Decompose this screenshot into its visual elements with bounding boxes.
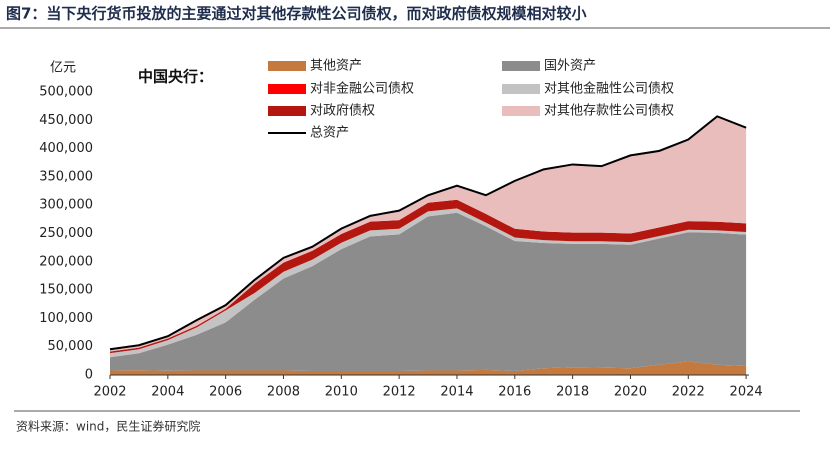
- y-tick-label: 50,000: [48, 339, 94, 354]
- y-tick-label: 300,000: [39, 198, 93, 213]
- y-tick-label: 450,000: [39, 113, 93, 128]
- y-tick-label: 0: [85, 368, 93, 383]
- legend-label: 对其他存款性公司债权: [544, 103, 674, 119]
- legend-swatch: [502, 106, 540, 116]
- x-tick-label: 2006: [209, 385, 242, 400]
- y-tick-label: 100,000: [39, 311, 93, 326]
- legend-swatch: [502, 61, 540, 71]
- subtitle: 中国央行：: [138, 68, 213, 86]
- x-tick-label: 2004: [151, 385, 184, 400]
- y-tick-label: 200,000: [39, 254, 93, 269]
- legend-swatch: [268, 61, 306, 71]
- y-tick-label: 400,000: [39, 141, 93, 156]
- legend-label: 总资产: [310, 126, 349, 141]
- x-tick-label: 2008: [267, 385, 300, 400]
- legend-label: 其他资产: [310, 59, 362, 74]
- legend-swatch: [268, 106, 306, 116]
- area: [110, 199, 747, 354]
- legend-swatch: [268, 84, 306, 94]
- x-tick-label: 2018: [556, 385, 589, 400]
- x-tick-label: 2020: [614, 385, 647, 400]
- legend-label: 国外资产: [544, 59, 596, 74]
- y-tick-label: 350,000: [39, 169, 93, 184]
- area: [110, 208, 747, 358]
- legend-label: 对其他金融性公司债权: [544, 81, 674, 97]
- legend-label: 对非金融公司债权: [310, 81, 414, 97]
- source: 资料来源：wind，民生证券研究院: [16, 419, 200, 434]
- area: [110, 212, 747, 372]
- chart-title: 图7：当下央行货币投放的主要通过对其他存款性公司债权，而对政府债权规模相对较小: [6, 5, 586, 23]
- y-axis-label: 亿元: [50, 61, 76, 76]
- area: [110, 361, 747, 375]
- x-tick-label: 2002: [93, 385, 126, 400]
- y-tick-label: 150,000: [39, 283, 93, 298]
- x-tick-label: 2016: [498, 385, 531, 400]
- legend-swatch: [502, 84, 540, 94]
- x-tick-label: 2012: [383, 385, 416, 400]
- x-tick-label: 2022: [672, 385, 705, 400]
- x-tick-label: 2010: [325, 385, 358, 400]
- y-tick-label: 250,000: [39, 226, 93, 241]
- area: [110, 116, 747, 352]
- legend-label: 对政府债权: [310, 103, 375, 119]
- y-tick-label: 500,000: [39, 85, 93, 100]
- x-tick-label: 2014: [440, 385, 473, 400]
- x-tick-label: 2024: [730, 385, 763, 400]
- total-line: [109, 115, 747, 351]
